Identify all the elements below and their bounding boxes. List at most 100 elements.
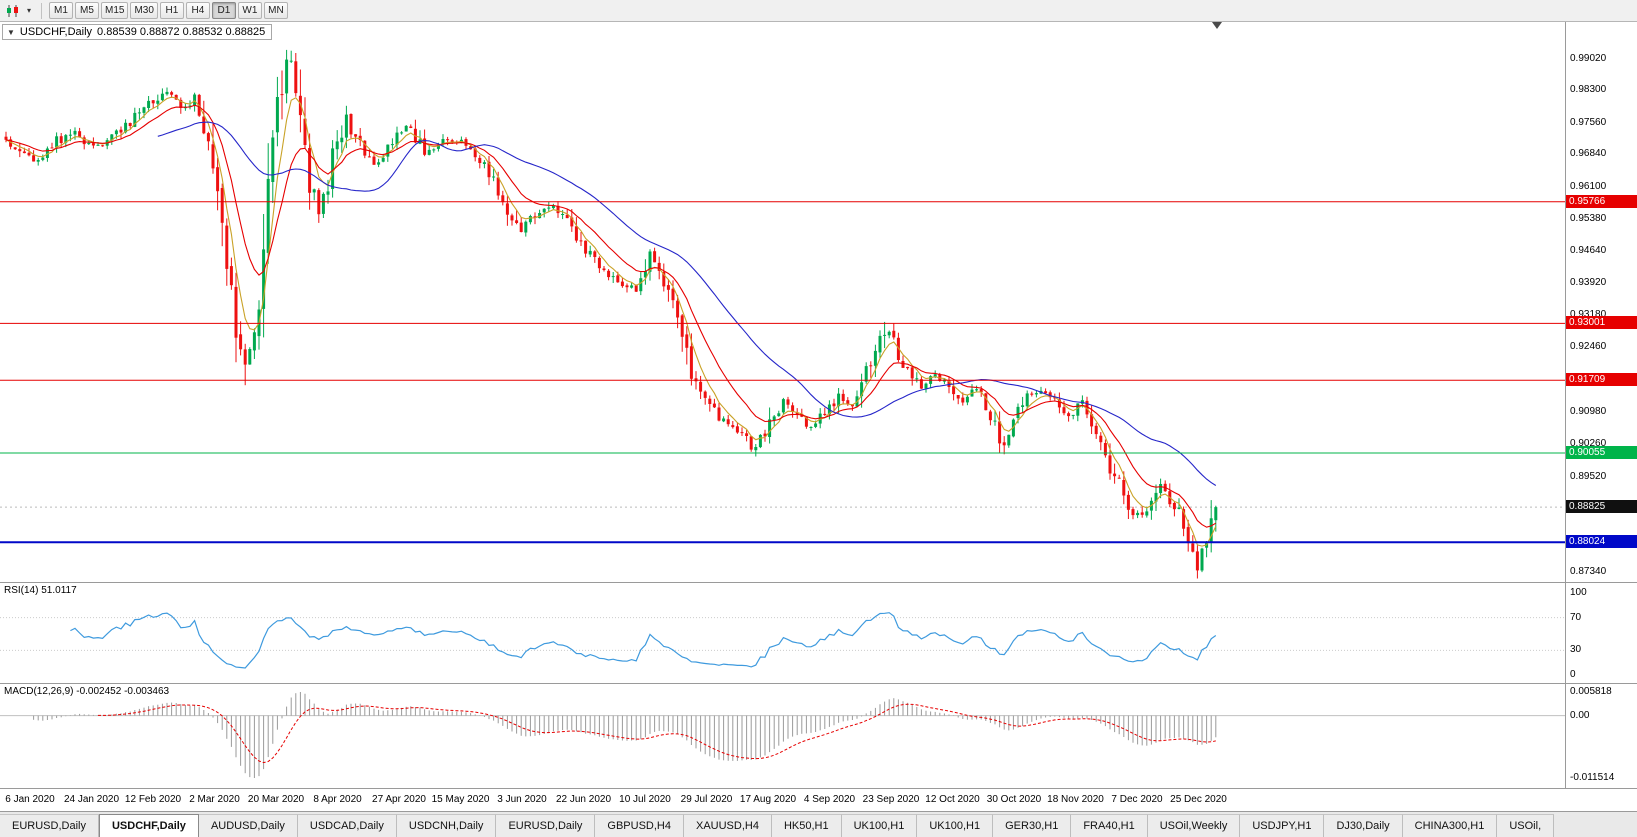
candlestick-chart[interactable] — [0, 22, 1565, 582]
price-axis-tick: 0.93920 — [1570, 277, 1607, 288]
timeframe-button-m15[interactable]: M15 — [101, 2, 129, 19]
price-axis-tick: 0.99020 — [1570, 53, 1607, 64]
date-axis-label: 12 Oct 2020 — [925, 794, 980, 805]
chart-symbol-label: USDCHF,Daily — [19, 26, 93, 38]
macd-axis-tick: -0.011514 — [1570, 772, 1615, 783]
price-axis-tick: 0.90260 — [1570, 438, 1607, 449]
timeframe-button-m1[interactable]: M1 — [49, 2, 73, 19]
symbol-tab-gbpusd-h4[interactable]: GBPUSD,H4 — [595, 814, 684, 837]
timeframe-button-m5[interactable]: M5 — [75, 2, 99, 19]
symbol-tab-ger30-h1[interactable]: GER30,H1 — [993, 814, 1072, 837]
date-axis-label: 2 Mar 2020 — [189, 794, 240, 805]
price-axis-tick: 0.97560 — [1570, 117, 1607, 128]
rsi-label: RSI(14) 51.0117 — [4, 585, 77, 596]
price-axis-tick: 0.98300 — [1570, 84, 1607, 95]
symbol-tab-usdcnh-daily[interactable]: USDCNH,Daily — [396, 814, 497, 837]
symbol-tab-usoil-[interactable]: USOil, — [1497, 814, 1555, 837]
level-price-badge: 0.91709 — [1566, 373, 1637, 386]
symbol-tab-usoil-weekly[interactable]: USOil,Weekly — [1147, 814, 1241, 837]
symbol-tab-usdjpy-h1[interactable]: USDJPY,H1 — [1240, 814, 1325, 837]
timeframe-button-h1[interactable]: H1 — [159, 2, 184, 19]
date-axis-label: 23 Sep 2020 — [862, 794, 920, 805]
symbol-tab-fra40-h1[interactable]: FRA40,H1 — [1071, 814, 1148, 837]
rsi-plot[interactable]: RSI(14) 51.0117 — [0, 583, 1565, 683]
price-axis-tick: 0.96100 — [1570, 181, 1607, 192]
rsi-value: 51.0117 — [41, 585, 77, 596]
timeframe-button-m30[interactable]: M30 — [130, 2, 158, 19]
level-price-badge: 0.90055 — [1566, 446, 1637, 459]
macd-values: -0.002452 -0.003463 — [76, 686, 170, 697]
date-axis-label: 4 Sep 2020 — [803, 794, 856, 805]
symbol-tab-uk100-h1[interactable]: UK100,H1 — [841, 814, 918, 837]
symbol-tab-dj30-daily[interactable]: DJ30,Daily — [1324, 814, 1403, 837]
macd-axis-tick: 0.005818 — [1570, 686, 1612, 697]
symbol-tab-usdchf-daily[interactable]: USDCHF,Daily — [98, 814, 199, 837]
rsi-axis-tick: 100 — [1570, 587, 1587, 598]
date-axis-label: 20 Mar 2020 — [247, 794, 305, 805]
chart-tab-bar: EURUSD,Daily USDCHF,Daily AUDUSD,Daily USDC… — [0, 812, 1637, 837]
date-axis-label: 25 Dec 2020 — [1170, 794, 1227, 805]
date-axis-label: 22 Jun 2020 — [555, 794, 612, 805]
toolbar-separator — [41, 2, 42, 19]
rsi-axis-tick: 0 — [1570, 669, 1576, 680]
macd-indicator-panel: MACD(12,26,9) -0.002452 -0.003463 0.0058… — [0, 684, 1637, 789]
macd-axis: 0.005818 0.00 -0.011514 — [1565, 684, 1637, 788]
rsi-axis-tick: 30 — [1570, 644, 1582, 655]
level-price-badge: 0.88024 — [1566, 535, 1637, 548]
timeframe-button-h4[interactable]: H4 — [185, 2, 210, 19]
symbol-tab-hk50-h1[interactable]: HK50,H1 — [771, 814, 842, 837]
date-axis-label: 27 Apr 2020 — [372, 794, 426, 805]
price-axis-tick: 0.87340 — [1570, 566, 1607, 577]
date-axis-label: 18 Nov 2020 — [1047, 794, 1104, 805]
timeframe-button-mn[interactable]: MN — [263, 2, 288, 19]
date-axis-label: 10 Jul 2020 — [619, 794, 671, 805]
chart-ohlc-label: ▼ USDCHF,Daily 0.88539 0.88872 0.88532 0… — [2, 24, 273, 40]
date-axis-label: 8 Apr 2020 — [313, 794, 362, 805]
symbol-tab-eurusd-daily[interactable]: EURUSD,Daily — [0, 814, 99, 837]
date-axis-label: 15 May 2020 — [431, 794, 490, 805]
macd-axis-tick: 0.00 — [1570, 710, 1590, 721]
timeframe-button-w1[interactable]: W1 — [237, 2, 262, 19]
symbol-tab-usdcad-daily[interactable]: USDCAD,Daily — [297, 814, 397, 837]
date-axis-label: 12 Feb 2020 — [124, 794, 182, 805]
price-axis[interactable]: 0.99020 0.98300 0.97560 0.96840 0.96100 0.953… — [1565, 22, 1637, 582]
symbol-tab-eurusd-daily[interactable]: EURUSD,Daily — [496, 814, 596, 837]
price-axis-tick: 0.95380 — [1570, 213, 1607, 224]
price-axis-tick: 0.92460 — [1570, 341, 1607, 352]
date-axis-label: 24 Jan 2020 — [63, 794, 120, 805]
macd-name: MACD(12,26,9) — [4, 686, 74, 697]
price-axis-tick: 0.93180 — [1570, 309, 1607, 320]
macd-plot[interactable]: MACD(12,26,9) -0.002452 -0.003463 — [0, 684, 1565, 788]
date-axis[interactable]: 6 Jan 2020 24 Jan 2020 12 Feb 2020 2 Mar 20… — [0, 789, 1637, 812]
macd-label: MACD(12,26,9) -0.002452 -0.003463 — [4, 686, 169, 697]
symbol-tab-xauusd-h4[interactable]: XAUUSD,H4 — [683, 814, 772, 837]
price-axis-tick: 0.89520 — [1570, 471, 1607, 482]
rsi-axis: 100 70 30 0 — [1565, 583, 1637, 683]
level-price-badge: 0.93001 — [1566, 316, 1637, 329]
date-axis-label: 17 Aug 2020 — [739, 794, 797, 805]
symbol-tab-china300-h1[interactable]: CHINA300,H1 — [1402, 814, 1498, 837]
price-axis-tick: 0.94640 — [1570, 245, 1607, 256]
date-axis-label: 30 Oct 2020 — [986, 794, 1042, 805]
candlestick-icon — [7, 4, 18, 17]
current-price-badge: 0.88825 — [1566, 500, 1637, 513]
rsi-chart[interactable] — [0, 583, 1565, 683]
rsi-indicator-panel: RSI(14) 51.0117 100 70 30 0 — [0, 583, 1637, 684]
main-chart-panel: ▼ USDCHF,Daily 0.88539 0.88872 0.88532 0… — [0, 22, 1637, 583]
date-axis-label: 7 Dec 2020 — [1111, 794, 1163, 805]
chart-shift-marker[interactable] — [1212, 22, 1222, 29]
symbol-dropdown-icon[interactable]: ▼ — [7, 27, 15, 37]
chart-type-dropdown-icon[interactable]: ▾ — [26, 6, 31, 15]
macd-chart[interactable] — [0, 684, 1565, 788]
symbol-tab-audusd-daily[interactable]: AUDUSD,Daily — [198, 814, 298, 837]
symbol-tab-uk100-h1[interactable]: UK100,H1 — [917, 814, 994, 837]
timeframe-button-group: M1 M5 M15 M30 H1 H4 D1 W1 MN — [49, 2, 288, 19]
rsi-name: RSI(14) — [4, 585, 39, 596]
chart-ohlc-values: 0.88539 0.88872 0.88532 0.88825 — [97, 26, 266, 38]
timeframe-button-d1[interactable]: D1 — [211, 2, 236, 19]
date-axis-label: 3 Jun 2020 — [497, 794, 547, 805]
date-axis-label: 29 Jul 2020 — [680, 794, 733, 805]
chart-type-icon[interactable] — [4, 2, 22, 20]
main-chart-plot[interactable]: ▼ USDCHF,Daily 0.88539 0.88872 0.88532 0… — [0, 22, 1565, 582]
